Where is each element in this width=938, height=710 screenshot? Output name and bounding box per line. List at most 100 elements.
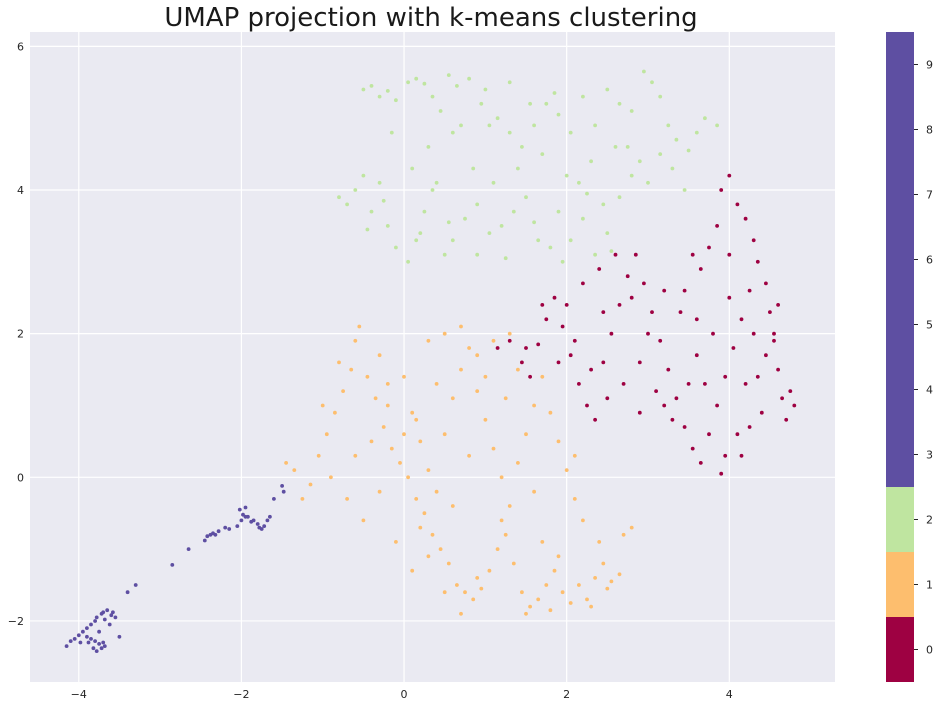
cluster-0-point [707, 432, 711, 437]
cluster-3-point [281, 489, 286, 494]
cluster-2-point [629, 109, 634, 113]
cluster-3-point [102, 617, 107, 622]
cluster-1-point [426, 468, 431, 472]
cluster-2-point [353, 188, 358, 192]
cluster-3-point [223, 525, 228, 530]
cluster-0-point [694, 317, 699, 322]
cluster-1-point [556, 439, 561, 444]
cluster-1-point [377, 353, 382, 358]
cluster-2-point [446, 73, 451, 77]
x-tick-label: −2 [233, 688, 249, 701]
cluster-1-point [446, 561, 451, 566]
cluster-1-point [532, 403, 536, 408]
cluster-1-point [316, 453, 321, 458]
cluster-3-point [202, 538, 207, 543]
cluster-0-point [621, 382, 626, 386]
cluster-2-point [389, 130, 394, 135]
cluster-3-point [64, 644, 69, 648]
cluster-0-point [788, 389, 793, 393]
cluster-0-point [605, 396, 610, 401]
cluster-1-point [495, 547, 500, 551]
cluster-1-point [414, 417, 419, 422]
cluster-2-point [337, 195, 341, 200]
cluster-3-point [255, 522, 260, 526]
cluster-2-point [459, 123, 463, 128]
cluster-2-point [365, 227, 370, 232]
cluster-2-point [658, 94, 663, 99]
cluster-2-point [446, 220, 451, 225]
plot-area [30, 32, 835, 682]
cluster-3-point [241, 512, 245, 517]
cluster-2-point [650, 80, 654, 85]
cluster-3-point [227, 527, 232, 531]
cluster-0-point [751, 331, 756, 336]
cluster-1-point [320, 403, 325, 408]
cluster-0-point [617, 303, 622, 307]
cluster-0-point [776, 303, 780, 307]
cluster-0-point [727, 173, 732, 178]
cluster-2-point [629, 173, 634, 178]
cluster-0-point [727, 252, 732, 257]
cluster-3-point [94, 615, 99, 620]
cluster-3-point [105, 608, 110, 613]
cluster-3-point [237, 507, 242, 512]
cluster-2-point [377, 180, 382, 185]
cluster-3-point [76, 633, 81, 638]
cluster-1-point [385, 403, 390, 408]
y-tick-label: 0 [17, 471, 24, 484]
cluster-1-point [532, 489, 536, 494]
cluster-2-point [426, 145, 431, 149]
cluster-1-point [483, 374, 488, 379]
cluster-1-point [459, 324, 463, 329]
cluster-1-point [463, 590, 467, 595]
cluster-2-point [536, 238, 541, 243]
cluster-2-point [703, 116, 707, 121]
cluster-0-point [666, 367, 671, 372]
cluster-3-point [99, 646, 104, 651]
cluster-1-point [524, 432, 528, 437]
cluster-1-point [503, 532, 508, 537]
cluster-2-point [694, 130, 699, 135]
cluster-3-point [280, 484, 284, 488]
cluster-1-point [536, 597, 541, 602]
cluster-1-point [564, 468, 569, 472]
cluster-3-point [97, 642, 101, 646]
cluster-2-point [450, 238, 455, 243]
cluster-1-point [389, 446, 394, 451]
cluster-0-point [540, 303, 545, 307]
cluster-2-point [483, 87, 488, 92]
cluster-0-point [662, 403, 667, 408]
cluster-0-point [601, 360, 606, 365]
cluster-0-point [625, 274, 630, 279]
cluster-1-point [568, 601, 573, 605]
cluster-1-point [442, 590, 447, 595]
cluster-1-point [353, 338, 358, 343]
cluster-1-point [516, 461, 520, 465]
cluster-2-point [674, 137, 679, 142]
cluster-0-point [633, 252, 638, 257]
cluster-3-point [205, 534, 210, 539]
cluster-2-point [613, 145, 618, 149]
colorbar-tick-label: 8 [926, 124, 933, 137]
cluster-3-point [243, 514, 248, 519]
cluster-1-point [341, 389, 345, 393]
cluster-0-point [658, 338, 663, 343]
cluster-1-point [442, 432, 447, 437]
cluster-2-point [516, 166, 520, 171]
cluster-1-point [499, 475, 504, 480]
cluster-2-point [406, 259, 410, 264]
cluster-2-point [556, 209, 561, 214]
cluster-0-point [544, 317, 549, 322]
colorbar-tick-label: 6 [926, 254, 933, 267]
cluster-2-point [625, 145, 630, 149]
cluster-3-point [272, 497, 276, 501]
cluster-2-point [564, 173, 569, 178]
cluster-3-point [107, 622, 112, 627]
cluster-0-point [751, 238, 756, 243]
cluster-2-point [381, 198, 386, 203]
cluster-0-point [593, 417, 597, 422]
cluster-1-point [577, 583, 581, 587]
cluster-3-point [93, 619, 97, 623]
cluster-1-point [581, 518, 585, 523]
cluster-2-point [670, 166, 675, 171]
